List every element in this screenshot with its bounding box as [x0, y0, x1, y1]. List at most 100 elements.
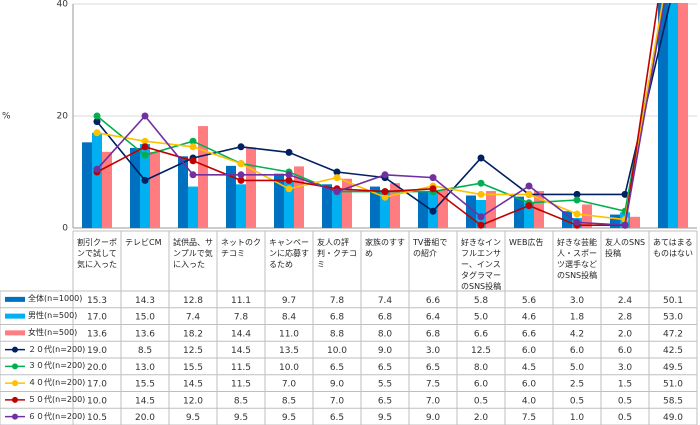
- bar: [140, 144, 150, 228]
- table-value: 6.8: [426, 329, 441, 339]
- category-label: 好きな芸能人・スポーツ選手などのSNS投稿: [557, 238, 598, 280]
- table-value: 18.2: [183, 329, 203, 339]
- table-value: 12.8: [183, 296, 203, 306]
- table-value: 14.3: [135, 296, 155, 306]
- table-value: 4.6: [522, 313, 537, 323]
- table-value: 51.0: [663, 380, 683, 390]
- table-value: 13.0: [135, 363, 155, 373]
- table-value: 7.8: [234, 313, 249, 323]
- marker: [285, 185, 293, 193]
- marker: [285, 171, 293, 179]
- table-value: 3.0: [618, 363, 633, 373]
- table-value: 6.8: [330, 313, 345, 323]
- bar: [102, 151, 112, 228]
- table-value: 12.0: [183, 396, 203, 406]
- category-label: 友人のSNS投稿: [605, 238, 646, 258]
- table-value: 11.5: [231, 363, 251, 373]
- legend-label: 女性(n=500): [28, 327, 78, 337]
- marker: [141, 143, 149, 151]
- table-value: 12.5: [471, 346, 491, 356]
- bar: [668, 3, 678, 228]
- table-value: 9.5: [234, 413, 248, 423]
- marker: [189, 137, 197, 145]
- table-value: 4.2: [570, 329, 584, 339]
- bar: [274, 173, 284, 228]
- table-value: 47.2: [663, 329, 683, 339]
- table-value: 9.5: [282, 413, 296, 423]
- table-value: 3.0: [570, 296, 585, 306]
- table-value: 11.1: [231, 296, 251, 306]
- table-value: 15.3: [87, 296, 107, 306]
- legend-label: ２０代(n=200): [28, 344, 86, 354]
- marker: [93, 165, 101, 173]
- bar: [130, 147, 140, 228]
- table-value: 14.5: [231, 346, 251, 356]
- table-value: 42.5: [663, 346, 683, 356]
- marker: [93, 112, 101, 120]
- table-value: 19.0: [87, 346, 107, 356]
- legend-label: ４０代(n=200): [28, 378, 86, 388]
- marker: [573, 196, 581, 204]
- table-value: 8.0: [378, 329, 393, 339]
- table-value: 15.5: [183, 363, 203, 373]
- table-value: 17.0: [87, 380, 107, 390]
- category-label: キャンペーンに応募するため: [269, 238, 309, 269]
- table-value: 1.5: [618, 380, 632, 390]
- marker: [93, 129, 101, 137]
- table-value: 6.0: [522, 380, 537, 390]
- table-value: 8.4: [282, 313, 297, 323]
- table-value: 14.5: [183, 380, 203, 390]
- marker: [525, 190, 533, 198]
- marker: [525, 182, 533, 190]
- table-value: 20.0: [87, 363, 107, 373]
- bar: [188, 186, 198, 228]
- marker: [237, 160, 245, 168]
- table-value: 4.0: [522, 396, 537, 406]
- legend-swatch: [12, 413, 18, 420]
- y-tick-label: 20: [57, 112, 69, 122]
- marker: [477, 190, 485, 198]
- marker: [141, 137, 149, 145]
- marker: [189, 157, 197, 165]
- table-value: 7.0: [330, 396, 345, 406]
- bar: [284, 180, 294, 228]
- bar: [82, 142, 92, 228]
- table-value: 6.0: [618, 346, 633, 356]
- marker: [285, 176, 293, 184]
- marker: [189, 171, 197, 179]
- marker: [189, 143, 197, 151]
- legend-swatch: [12, 396, 18, 403]
- legend-swatch: [5, 296, 25, 302]
- table-value: 9.5: [378, 413, 392, 423]
- marker: [621, 221, 629, 229]
- marker: [429, 207, 437, 215]
- bar: [514, 196, 524, 228]
- table-value: 7.5: [426, 380, 440, 390]
- bar: [246, 147, 256, 228]
- marker: [237, 176, 245, 184]
- table-value: 8.5: [282, 396, 296, 406]
- bar: [198, 126, 208, 228]
- marker: [141, 151, 149, 159]
- bar: [370, 186, 380, 228]
- table-value: 0.5: [618, 396, 632, 406]
- table-value: 15.0: [135, 313, 155, 323]
- marker: [333, 168, 341, 176]
- table-value: 53.0: [663, 313, 683, 323]
- marker: [237, 171, 245, 179]
- bar: [658, 3, 668, 228]
- marker: [285, 148, 293, 156]
- table-value: 17.0: [87, 313, 107, 323]
- category-label: 割引クーポンで試して気に入った: [77, 238, 117, 269]
- table-value: 20.0: [135, 413, 155, 423]
- bar: [322, 184, 332, 228]
- table-value: 7.5: [522, 413, 536, 423]
- table-value: 6.5: [330, 363, 344, 373]
- category-label: 試供品、サンプルで気に入った: [173, 238, 213, 269]
- legend-label: 全体(n=1000): [28, 294, 83, 304]
- marker: [525, 202, 533, 210]
- table-value: 9.0: [426, 413, 441, 423]
- table-value: 6.5: [330, 413, 344, 423]
- marker: [141, 112, 149, 120]
- bar: [150, 151, 160, 228]
